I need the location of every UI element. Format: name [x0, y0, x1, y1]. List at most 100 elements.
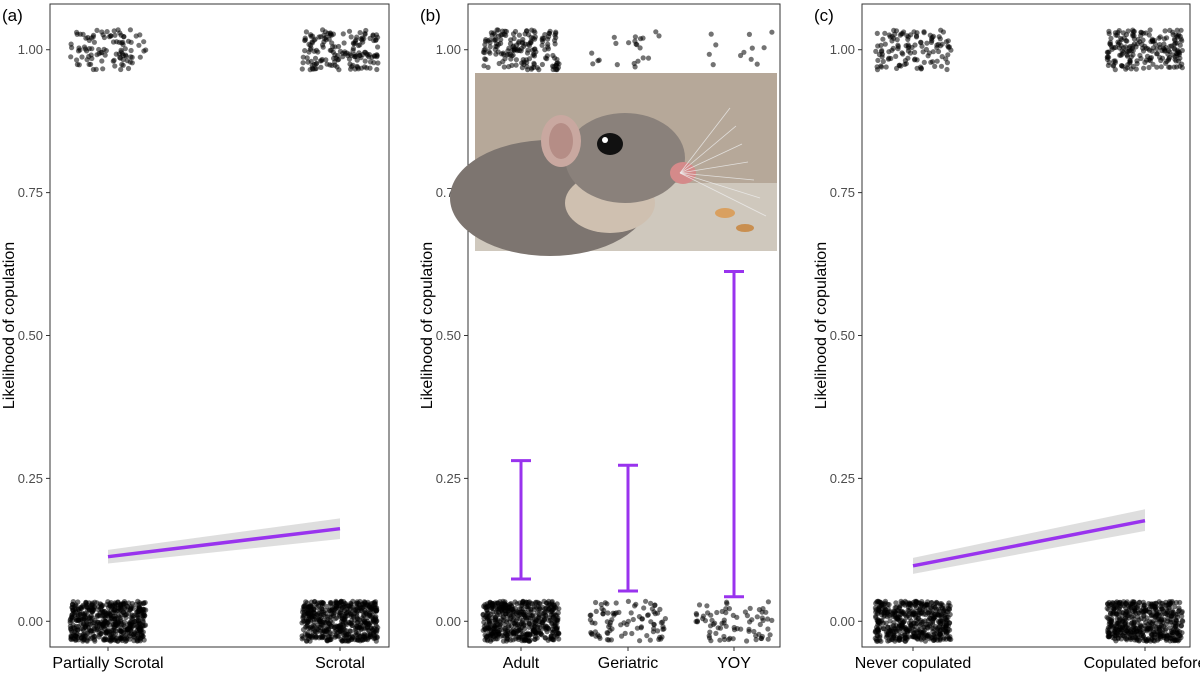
data-point: [357, 634, 363, 640]
data-point: [905, 604, 912, 610]
data-point: [1133, 605, 1139, 611]
data-point: [497, 619, 503, 625]
jitter-cluster: [706, 29, 775, 68]
data-point: [588, 612, 594, 618]
data-point: [605, 610, 611, 616]
data-point: [945, 38, 951, 44]
data-point: [651, 622, 657, 628]
data-point: [484, 603, 490, 609]
data-point: [1106, 31, 1112, 37]
data-point: [532, 636, 538, 642]
y-tick-label: 0.00: [18, 614, 43, 629]
data-point: [895, 42, 901, 48]
data-point: [1116, 28, 1122, 34]
data-point: [120, 42, 126, 48]
data-point: [525, 634, 532, 640]
data-point: [507, 612, 513, 618]
data-point: [1130, 27, 1136, 33]
mouse-eye-highlight: [602, 137, 608, 143]
data-point: [496, 606, 502, 612]
data-point: [877, 608, 883, 615]
data-point: [648, 600, 654, 607]
data-point: [303, 29, 309, 35]
data-point: [1149, 631, 1155, 637]
data-point: [362, 58, 368, 64]
data-point: [137, 32, 143, 38]
data-point: [518, 48, 524, 54]
data-point: [141, 600, 147, 607]
data-point: [1124, 613, 1130, 619]
data-point: [894, 65, 900, 71]
data-point: [1143, 30, 1149, 36]
data-point: [140, 615, 146, 621]
data-point: [340, 31, 346, 37]
data-point: [709, 617, 715, 623]
data-point: [110, 58, 116, 64]
data-point: [543, 605, 549, 611]
data-point: [354, 599, 360, 605]
data-point: [326, 621, 332, 627]
data-point: [542, 31, 548, 38]
data-point: [893, 53, 899, 60]
data-point: [653, 29, 659, 35]
data-point: [299, 620, 305, 626]
data-point: [373, 608, 379, 614]
data-point: [513, 610, 520, 617]
data-point: [364, 633, 370, 639]
data-point: [519, 634, 525, 640]
data-point: [555, 617, 561, 623]
y-axis-title: Likelihood of copulation: [813, 242, 830, 409]
data-point: [133, 601, 139, 608]
data-point: [524, 28, 530, 34]
data-point: [510, 606, 516, 612]
data-point: [100, 66, 106, 72]
data-point: [307, 604, 313, 610]
y-tick-label: 0.25: [830, 471, 855, 486]
data-point: [753, 637, 759, 643]
jitter-cluster: [299, 27, 381, 73]
data-point: [1154, 50, 1160, 57]
mouse-whisker: [679, 172, 761, 199]
data-point: [532, 34, 538, 40]
data-point: [641, 605, 647, 611]
data-point: [341, 607, 347, 614]
data-point: [912, 57, 918, 63]
data-point: [1109, 44, 1115, 50]
data-point: [90, 607, 96, 614]
x-category-label: YOY: [717, 655, 751, 672]
data-point: [364, 601, 370, 607]
data-point: [127, 636, 133, 642]
data-point: [114, 608, 120, 614]
data-point: [310, 629, 316, 635]
data-point: [89, 601, 95, 608]
data-point: [530, 52, 536, 58]
data-point: [335, 57, 341, 63]
data-point: [141, 39, 147, 45]
data-point: [486, 622, 492, 628]
data-point: [337, 603, 343, 609]
data-point: [660, 624, 666, 630]
data-point: [759, 633, 765, 640]
data-point: [552, 37, 558, 44]
data-point: [323, 57, 329, 63]
data-point: [319, 629, 325, 636]
data-point: [1156, 599, 1162, 605]
data-point: [299, 636, 305, 642]
data-point: [375, 60, 381, 66]
jitter-cluster: [589, 29, 662, 70]
data-point: [765, 626, 771, 632]
data-point: [520, 36, 526, 43]
data-point: [492, 37, 498, 43]
data-point: [362, 30, 368, 37]
data-point: [118, 66, 124, 73]
data-point: [874, 30, 880, 36]
data-point: [1159, 55, 1166, 61]
data-point: [513, 618, 519, 624]
error-bar: [511, 459, 531, 581]
data-point: [644, 633, 650, 639]
data-point: [118, 628, 124, 634]
data-point: [526, 638, 533, 644]
data-point: [713, 630, 719, 637]
data-point: [875, 598, 882, 605]
data-point: [1140, 37, 1146, 43]
